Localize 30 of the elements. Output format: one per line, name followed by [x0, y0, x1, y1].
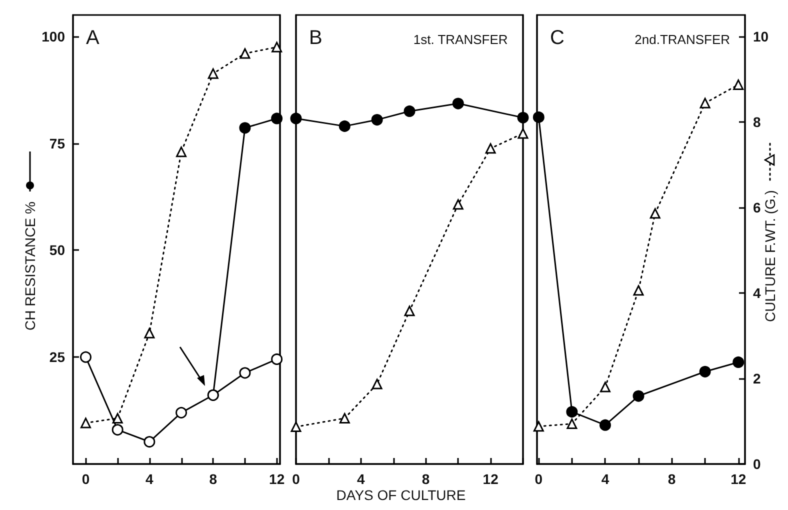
- y-tick-label: 25: [49, 349, 66, 366]
- x-tick-label: 8: [668, 471, 676, 487]
- y2-tick-label: 4: [753, 284, 761, 301]
- y2-tick-label: 2: [753, 370, 761, 386]
- x-tick-label: 12: [269, 471, 285, 487]
- x-tick-label: 4: [601, 471, 610, 487]
- text: A: [86, 27, 100, 49]
- text: C: [550, 27, 564, 49]
- x-tick-label: 0: [82, 471, 90, 487]
- x-tick-label: 12: [730, 471, 746, 487]
- text: 1st. TRANSFER: [413, 32, 508, 47]
- x-tick-label: 12: [482, 471, 499, 487]
- y2-tick-label: 10: [753, 28, 769, 44]
- x-axis-title: DAYS OF CULTURE: [336, 487, 466, 503]
- y2-tick-label: 8: [753, 114, 761, 130]
- x-tick-label: 0: [292, 471, 300, 487]
- text: 2nd.TRANSFER: [634, 32, 730, 47]
- x-tick-label: 0: [534, 471, 543, 487]
- y-axis-title: CH RESISTANCE %: [22, 202, 38, 330]
- x-tick-label: 8: [209, 471, 218, 487]
- y-tick-label: 100: [42, 28, 66, 44]
- y2-tick-label: 0: [753, 456, 761, 472]
- y-tick-label: 75: [49, 135, 66, 152]
- text: B: [309, 27, 322, 49]
- x-tick-label: 8: [422, 471, 430, 487]
- x-tick-label: 4: [356, 471, 365, 487]
- y-tick-label: 50: [49, 242, 66, 258]
- y2-axis-title: CULTURE F.WT. (G.): [762, 190, 778, 322]
- y2-tick-label: 6: [753, 199, 761, 216]
- x-tick-label: 4: [146, 471, 154, 487]
